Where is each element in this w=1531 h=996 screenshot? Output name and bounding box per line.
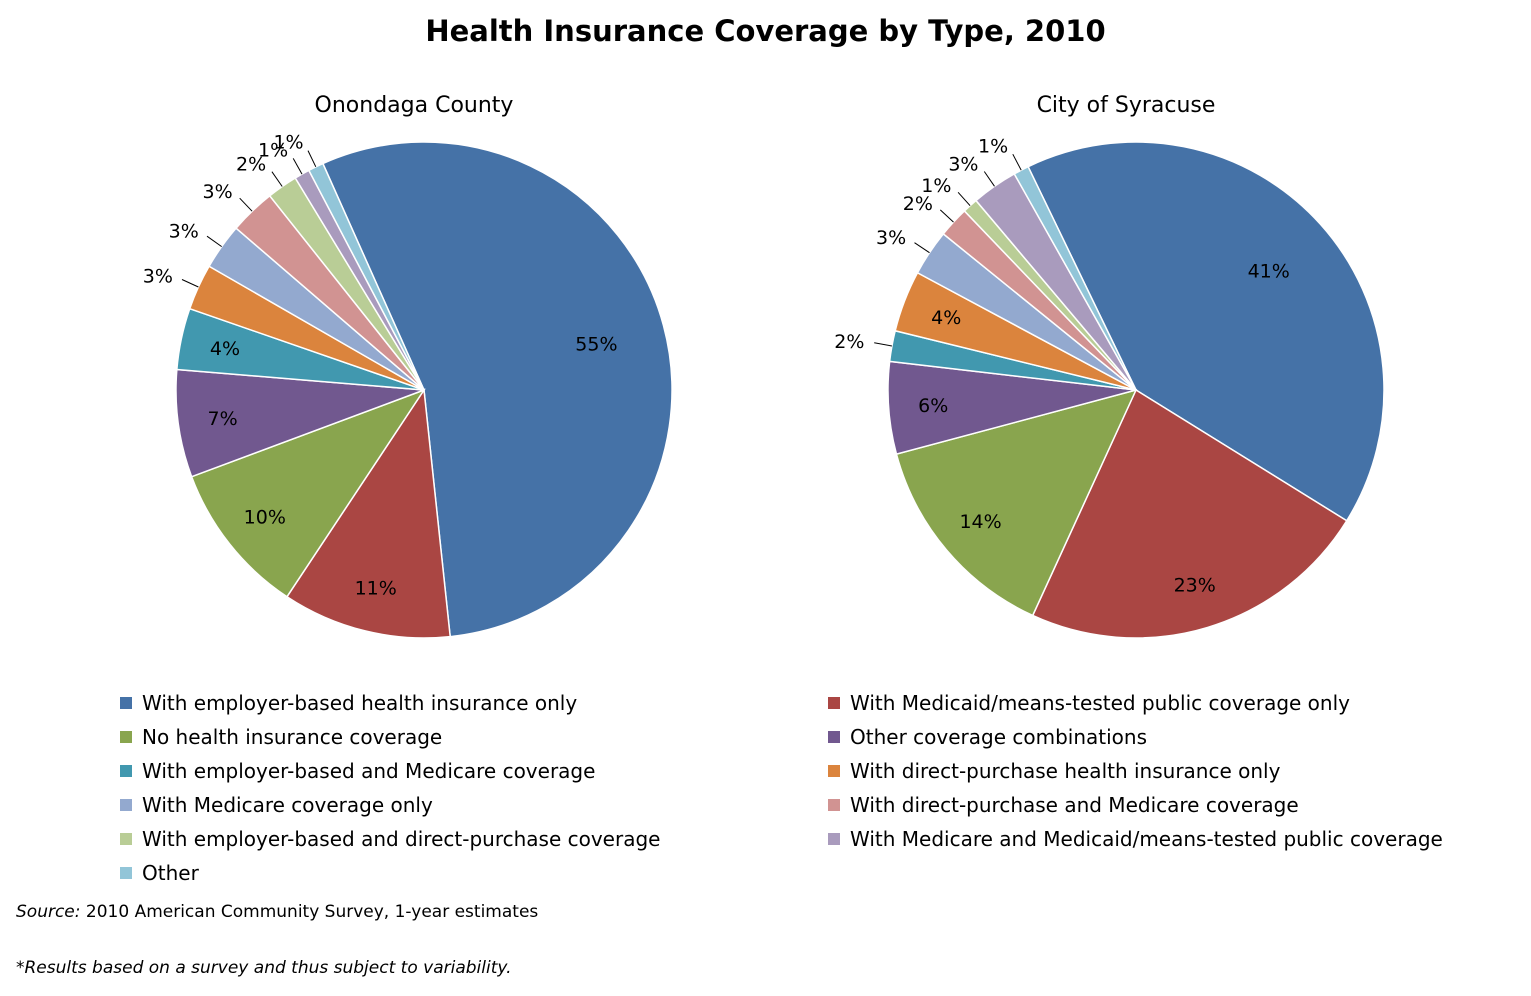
legend-item-with-direct-purchase-health-insurance-only: With direct-purchase health insurance on… — [828, 756, 1280, 786]
footnote: *Results based on a survey and thus subj… — [16, 958, 512, 978]
leader-line — [1012, 153, 1022, 171]
legend-swatch — [120, 832, 132, 845]
source-text: 2010 American Community Survey, 1-year e… — [80, 902, 539, 922]
legend-label: With Medicare coverage only — [142, 793, 433, 817]
pie-slice-no-health-insurance-coverage — [190, 388, 426, 598]
pie-data-label: 41% — [1248, 261, 1290, 283]
pie-data-label: 1% — [921, 175, 951, 197]
leader-line — [239, 197, 253, 212]
pie-data-label: 1% — [258, 140, 288, 162]
legend-swatch — [120, 798, 132, 811]
leader-line — [292, 158, 303, 175]
pie-data-label: 1% — [273, 132, 303, 154]
legend-label: No health insurance coverage — [142, 725, 443, 749]
legend-label: With employer-based and Medicare coverag… — [142, 759, 596, 783]
legend-item-with-direct-purchase-and-medicare-coverage: With direct-purchase and Medicare covera… — [828, 790, 1299, 820]
pie-data-label: 10% — [244, 507, 286, 529]
legend-label: With employer-based health insurance onl… — [142, 691, 578, 715]
pie-data-label: 3% — [876, 227, 906, 249]
pie-data-label: 1% — [978, 135, 1008, 157]
leader-line — [271, 171, 283, 187]
pie-data-label: 2% — [834, 331, 864, 353]
pie-data-label: 3% — [143, 265, 173, 287]
pie-data-label: 11% — [355, 578, 397, 600]
legend-label: With Medicaid/means-tested public covera… — [850, 691, 1350, 715]
leader-line — [874, 342, 892, 347]
pie-data-label: 2% — [903, 193, 933, 215]
legend-item-other-coverage-combinations: Other coverage combinations — [828, 722, 1147, 752]
legend-label: Other coverage combinations — [850, 725, 1147, 749]
legend-item-with-employer-based-and-direct-purchase-coverage: With employer-based and direct-purchase … — [120, 824, 660, 854]
legend-swatch — [120, 764, 132, 777]
legend-item-with-employer-based-and-medicare-coverage: With employer-based and Medicare coverag… — [120, 756, 595, 786]
pie-data-label: 4% — [931, 307, 961, 329]
legend-label: Other — [142, 861, 199, 885]
legend-item-other: Other — [120, 858, 199, 888]
leader-line — [957, 191, 971, 207]
legend-label: With employer-based and direct-purchase … — [142, 827, 661, 851]
legend-label: With Medicare and Medicaid/means-tested … — [850, 827, 1443, 851]
pie-slice-no-health-insurance-coverage — [895, 388, 1138, 617]
pie-data-label: 55% — [575, 334, 617, 356]
legend-item-with-medicare-coverage-only: With Medicare coverage only — [120, 790, 433, 820]
source-note: Source: 2010 American Community Survey, … — [16, 902, 538, 922]
pie-data-label: 7% — [208, 408, 238, 430]
leader-line — [206, 235, 222, 248]
pie-data-label: 14% — [959, 511, 1001, 533]
pie-data-label: 2% — [236, 154, 266, 176]
legend-label: With direct-purchase and Medicare covera… — [850, 793, 1299, 817]
leader-line — [983, 171, 995, 187]
pie-slice-other — [307, 162, 425, 391]
legend-swatch — [828, 730, 840, 743]
pie-data-label: 3% — [169, 220, 199, 242]
source-label: Source: — [16, 902, 81, 922]
leader-line — [939, 209, 954, 223]
legend-item-with-medicare-and-medicaid-means-tested-public-coverage: With Medicare and Medicaid/means-tested … — [828, 824, 1443, 854]
pie-slice-with-medicaid-means-tested-public-coverage-only — [285, 387, 452, 639]
legend-item-with-employer-based-health-insurance-only: With employer-based health insurance onl… — [120, 688, 577, 718]
pie-slice-other-coverage-combinations — [175, 368, 425, 478]
leader-line — [914, 242, 930, 254]
pie-slice-with-employer-based-health-insurance-only — [321, 141, 673, 638]
leader-line — [181, 279, 199, 288]
pie-data-label: 23% — [1174, 575, 1216, 597]
legend-swatch — [828, 798, 840, 811]
legend-swatch — [828, 832, 840, 845]
pie-data-label: 3% — [948, 153, 978, 175]
pie-data-label: 6% — [918, 395, 948, 417]
pie-chart-syracuse: City of Syracuse41%23%14%6%2%4%3%2%1%3%1… — [834, 93, 1385, 639]
pie-title: Onondaga County — [315, 93, 514, 118]
legend-swatch — [120, 696, 132, 709]
legend-swatch — [828, 696, 840, 709]
legend-swatch — [120, 730, 132, 743]
pie-slice-with-employer-based-health-insurance-only — [1027, 141, 1385, 522]
legend-swatch — [828, 764, 840, 777]
legend-swatch — [120, 866, 132, 879]
leader-line — [307, 150, 317, 168]
pie-data-label: 3% — [203, 181, 233, 203]
pie-data-label: 4% — [210, 338, 240, 360]
pie-charts: Onondaga County55%11%10%7%4%3%3%3%2%1%1%… — [143, 93, 1385, 639]
legend-label: With direct-purchase health insurance on… — [850, 759, 1281, 783]
pie-title: City of Syracuse — [1037, 93, 1216, 118]
legend-item-no-health-insurance-coverage: No health insurance coverage — [120, 722, 442, 752]
legend-item-with-medicaid-means-tested-public-coverage-only: With Medicaid/means-tested public covera… — [828, 688, 1350, 718]
chart-title: Health Insurance Coverage by Type, 2010 — [425, 14, 1106, 48]
pie-slice-with-medicaid-means-tested-public-coverage-only — [1031, 388, 1348, 639]
